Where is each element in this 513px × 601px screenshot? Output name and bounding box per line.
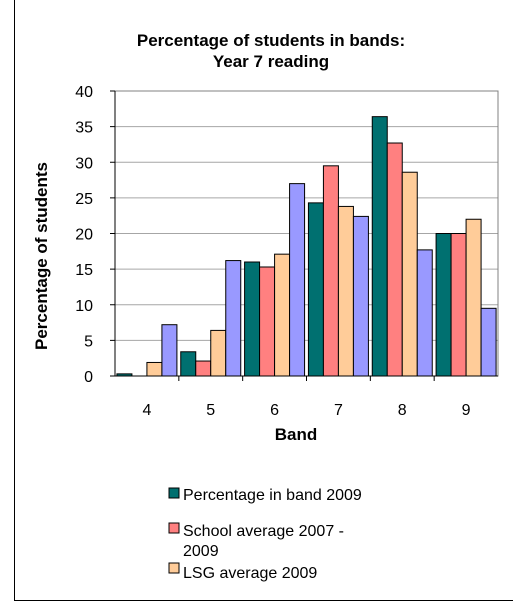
bar-band-6-series-2 <box>259 266 276 377</box>
legend-swatch-series-3 <box>168 562 180 574</box>
bar-band-6-series-1 <box>244 261 261 377</box>
bar-band-7-series-1 <box>307 202 324 377</box>
bar-band-4-series-3 <box>146 361 163 377</box>
bar-band-4-series-4 <box>161 324 178 377</box>
chart-subtitle: Year 7 reading <box>213 52 329 71</box>
y-tick-label: 35 <box>75 120 93 137</box>
x-axis-title: Band <box>275 425 318 444</box>
x-tick-label: 5 <box>206 402 215 419</box>
y-tick-label: 20 <box>75 227 93 244</box>
legend-label-series-2: School average 2007 - <box>183 523 344 540</box>
bar-band-5-series-4 <box>225 260 242 377</box>
chart-title: Percentage of students in bands: <box>137 31 405 50</box>
x-tick-label: 6 <box>270 402 279 419</box>
x-tick-label: 4 <box>142 402 151 419</box>
bar-band-8-series-3 <box>401 171 418 377</box>
y-tick-label: 30 <box>75 155 93 172</box>
legend-swatch-series-2 <box>168 522 180 534</box>
y-tick-label: 25 <box>75 191 93 208</box>
y-tick-label: 40 <box>75 84 93 101</box>
bar-band-6-series-4 <box>289 183 306 377</box>
x-tick-label: 7 <box>334 402 343 419</box>
bar-band-5-series-3 <box>210 329 227 377</box>
y-tick-label: 15 <box>75 262 93 279</box>
legend-label-series-1: Percentage in band 2009 <box>183 487 362 504</box>
y-tick-label: 5 <box>84 333 93 350</box>
bar-band-8-series-1 <box>371 116 388 377</box>
bars <box>116 116 497 377</box>
axes <box>110 90 498 381</box>
legend: Percentage in band 2009 School average 20… <box>168 487 362 582</box>
x-tick-labels: 4 5 6 7 8 9 <box>142 402 470 419</box>
bar-band-7-series-3 <box>337 205 354 377</box>
bar-band-7-series-2 <box>322 165 339 377</box>
y-axis-title: Percentage of students <box>32 162 51 350</box>
x-tick-label: 9 <box>462 402 471 419</box>
bar-band-9-series-2 <box>450 233 467 377</box>
bar-band-6-series-3 <box>274 253 291 377</box>
y-tick-labels: 0 5 10 15 20 25 30 35 40 <box>75 84 93 386</box>
bar-band-5-series-1 <box>180 351 197 377</box>
y-tick-label: 0 <box>84 369 93 386</box>
bar-band-8-series-2 <box>386 142 403 377</box>
bar-band-9-series-1 <box>435 233 452 377</box>
x-tick-label: 8 <box>398 402 407 419</box>
legend-label-series-3: LSG average 2009 <box>183 565 317 582</box>
y-tick-label: 10 <box>75 298 93 315</box>
legend-label-series-2: 2009 <box>183 543 219 560</box>
bar-band-8-series-4 <box>416 249 433 377</box>
bar-band-5-series-2 <box>195 360 212 377</box>
bar-band-9-series-4 <box>480 307 497 377</box>
legend-swatch-series-1 <box>168 487 180 499</box>
bar-band-7-series-4 <box>352 215 369 377</box>
bar-band-9-series-3 <box>465 218 482 377</box>
